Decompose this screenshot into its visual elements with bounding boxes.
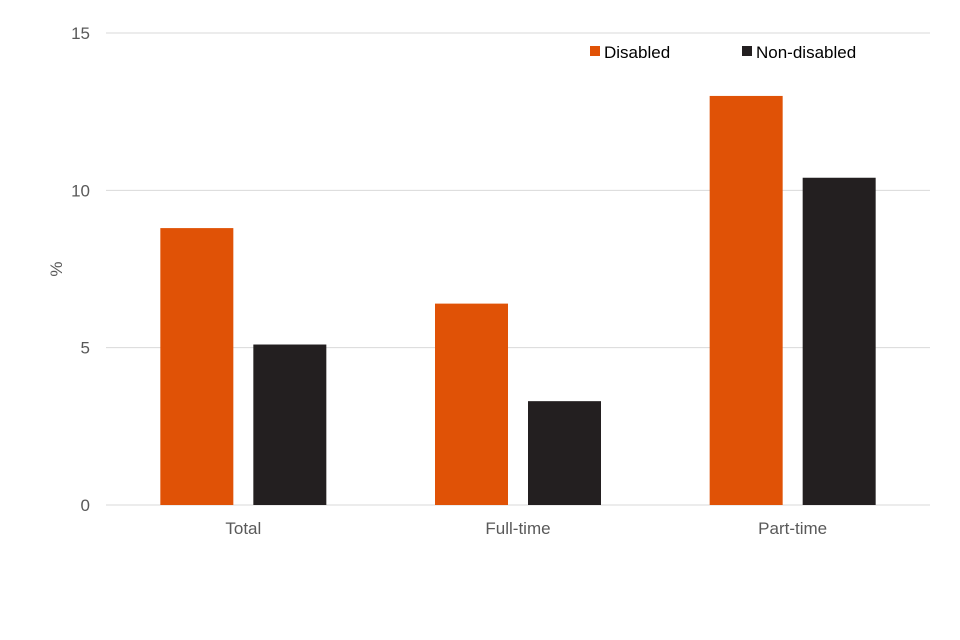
bar: [709, 95, 783, 505]
y-axis-title: %: [47, 261, 66, 276]
x-tick-label: Total: [225, 519, 261, 538]
legend-swatch: [742, 46, 752, 56]
bar: [528, 401, 601, 505]
legend: Disabled Non-disabled: [590, 43, 856, 62]
legend-label: Non-disabled: [756, 43, 856, 62]
x-tick-label: Part-time: [758, 519, 827, 538]
bar: [253, 344, 327, 505]
y-tick-label: 5: [81, 339, 90, 358]
y-tick-label: 10: [71, 181, 90, 200]
bar: [802, 177, 876, 505]
y-tick-label: 0: [81, 496, 90, 515]
bars: [160, 95, 876, 506]
y-axis-ticks: 0 5 10 15: [71, 24, 90, 515]
legend-swatch: [590, 46, 600, 56]
x-axis-ticks: Total Full-time Part-time: [225, 519, 827, 538]
y-tick-label: 15: [71, 24, 90, 43]
gridlines: [106, 32, 930, 349]
bar: [160, 228, 234, 506]
legend-label: Disabled: [604, 43, 670, 62]
x-tick-label: Full-time: [485, 519, 550, 538]
bar: [435, 303, 508, 505]
